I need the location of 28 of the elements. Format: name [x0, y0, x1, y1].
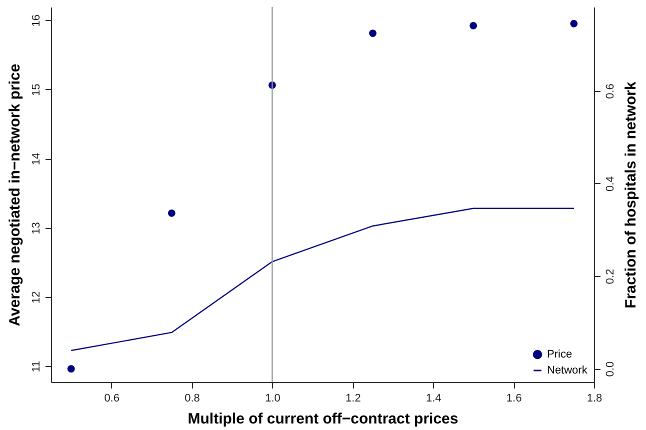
point: [570, 20, 578, 28]
point: [470, 22, 478, 30]
y-tick-label: 15: [30, 84, 42, 96]
x-tick-label: 1.4: [426, 392, 442, 404]
point: [369, 30, 376, 37]
x-axis-title: Multiple of current off−contract prices: [188, 410, 458, 428]
y2-tick-label: 0.6: [604, 84, 616, 99]
line-series: [70, 208, 574, 352]
y2-tick-label: 0.2: [604, 268, 616, 284]
y-tick-label: 11: [30, 360, 42, 372]
y-tick-label: 12: [30, 291, 42, 304]
y-axis-title: Average negotiated in−network price: [6, 64, 24, 326]
y2-tick-label: 0.4: [604, 176, 616, 192]
y-tick-label: 16: [30, 14, 42, 27]
y-tick-label: 14: [30, 152, 42, 166]
x-tick-label: 0.6: [104, 392, 120, 404]
x-tick-label: 1.6: [506, 392, 522, 404]
y2-axis-title: Fraction of hospitals in network: [622, 81, 640, 308]
x-tick-label: 1.2: [346, 392, 361, 404]
point: [168, 209, 176, 217]
x-tick-label: 0.8: [184, 392, 200, 404]
y2-tick-label: 0.0: [604, 361, 616, 377]
x-tick-label: 1.8: [586, 392, 602, 404]
x-tick-label: 1.0: [265, 392, 280, 404]
legend-label: Network: [547, 364, 588, 376]
point: [67, 365, 75, 373]
legend-label: Price: [547, 348, 572, 360]
y-tick-label: 13: [30, 222, 42, 234]
